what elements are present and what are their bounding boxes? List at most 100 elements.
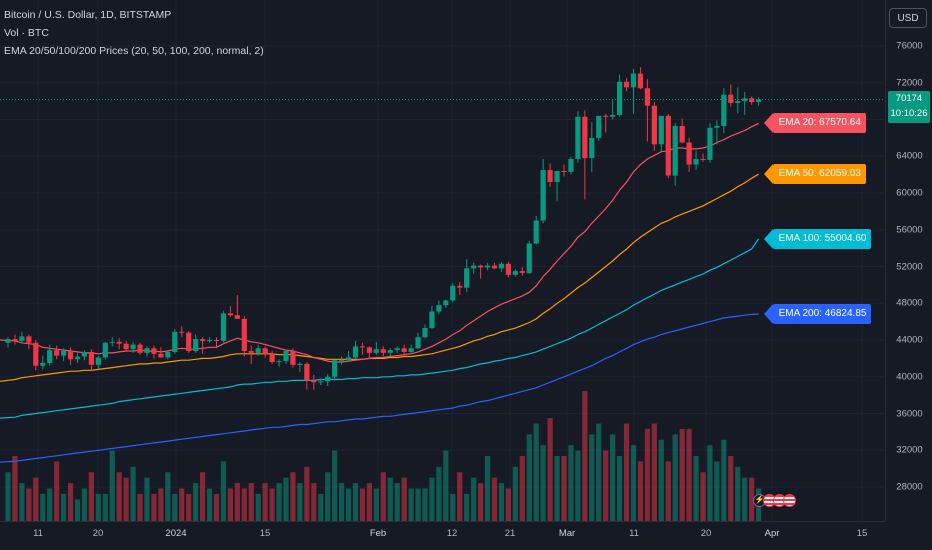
- candle: [19, 331, 25, 344]
- us-flag-icon[interactable]: [783, 494, 796, 507]
- chart-canvas[interactable]: [0, 0, 885, 521]
- time-tick-label: Apr: [764, 528, 780, 539]
- volume-bar: [610, 434, 616, 521]
- time-axis[interactable]: 11 20 2024 15 Feb 12 21 Mar 11 20 Apr 15: [0, 521, 885, 550]
- candle-body: [116, 341, 122, 344]
- volume-bar: [589, 434, 595, 521]
- volume-bar: [248, 483, 254, 521]
- candle-body: [33, 342, 39, 366]
- candle: [686, 137, 692, 172]
- candle-body: [408, 348, 414, 352]
- price-tick-label: 72000: [896, 77, 923, 89]
- candle-body: [276, 361, 282, 363]
- volume-bar: [151, 493, 157, 521]
- candle: [693, 150, 699, 171]
- candle-body: [457, 285, 463, 288]
- bar-countdown: 10:10:26: [890, 107, 928, 119]
- candle-body: [415, 337, 421, 349]
- candle: [380, 346, 386, 357]
- candle-body: [478, 265, 484, 268]
- candle-body: [345, 357, 352, 361]
- candle: [345, 351, 352, 363]
- candle: [255, 344, 261, 356]
- ema-value-label: EMA 20: 67570.64: [763, 113, 866, 134]
- ema-indicator-legend[interactable]: EMA 20/50/100/200 Prices (20, 50, 100, 2…: [4, 45, 264, 57]
- candle: [651, 102, 657, 151]
- event-markers[interactable]: ⚡: [753, 494, 796, 507]
- volume-bar: [450, 493, 456, 521]
- candle-body: [318, 381, 324, 383]
- candle: [547, 163, 553, 187]
- candle: [213, 337, 220, 349]
- candle: [81, 350, 88, 361]
- candle-body: [144, 348, 150, 353]
- candle-body: [81, 351, 88, 357]
- candle: [366, 346, 372, 360]
- candle: [304, 362, 310, 390]
- candle: [436, 300, 442, 315]
- volume-bar: [366, 483, 372, 521]
- candle: [227, 306, 233, 318]
- candle-body: [561, 170, 567, 172]
- candle: [526, 240, 532, 274]
- time-tick-label: 2024: [165, 528, 187, 539]
- candle-body: [547, 170, 553, 182]
- price-tick-label: 44000: [896, 334, 923, 346]
- candle: [61, 348, 67, 362]
- candle-body: [290, 351, 296, 365]
- candle-body: [88, 351, 94, 365]
- price-axis[interactable]: 7600072000680006400060000560005200048000…: [885, 0, 932, 521]
- candle-body: [471, 265, 477, 269]
- volume-bar: [19, 483, 25, 521]
- candle: [707, 123, 713, 163]
- volume-bar: [700, 472, 706, 521]
- candle-body: [102, 342, 108, 358]
- volume-bar: [540, 445, 546, 521]
- candle-body: [637, 73, 644, 89]
- volume-bar: [519, 456, 525, 521]
- candle: [130, 341, 136, 353]
- volume-bars: [5, 391, 762, 521]
- candle-body: [179, 331, 185, 333]
- lightning-icon[interactable]: ⚡: [753, 494, 766, 507]
- volume-bar: [422, 488, 428, 521]
- volume-bar: [714, 461, 720, 521]
- candle: [443, 299, 449, 308]
- candle-body: [269, 353, 275, 363]
- candle: [33, 340, 39, 371]
- candle-body: [248, 351, 254, 353]
- chart-title[interactable]: Bitcoin / U.S. Dollar, 1D, BITSTAMP: [4, 9, 172, 21]
- candle-body: [193, 339, 199, 352]
- candle-body: [380, 349, 386, 353]
- candle-body: [158, 353, 164, 358]
- candle: [109, 337, 115, 347]
- volume-legend[interactable]: Vol · BTC: [4, 27, 49, 39]
- currency-button[interactable]: USD: [889, 8, 927, 28]
- candle-body: [429, 311, 435, 329]
- candle-body: [644, 88, 650, 106]
- volume-bar: [304, 466, 310, 521]
- candle: [359, 342, 366, 355]
- candle: [172, 328, 178, 354]
- volume-bar: [359, 488, 366, 521]
- candle: [206, 337, 213, 343]
- candle-body: [40, 362, 46, 366]
- candle-body: [241, 318, 247, 352]
- candle-body: [311, 380, 317, 383]
- price-chart[interactable]: Bitcoin / U.S. Dollar, 1D, BITSTAMP Vol …: [0, 0, 885, 521]
- candle-body: [325, 376, 331, 382]
- volume-bar: [81, 488, 88, 521]
- ema-20-line: [0, 122, 759, 363]
- volume-bar: [429, 477, 435, 521]
- candle-body: [756, 99, 762, 103]
- price-tick-label: 52000: [896, 261, 923, 272]
- volume-bar: [644, 428, 650, 521]
- volume-bar: [568, 445, 574, 521]
- volume-bar: [617, 456, 623, 521]
- volume-bar: [332, 450, 338, 521]
- candle-body: [255, 348, 261, 353]
- candle: [12, 334, 18, 345]
- candle-body: [672, 125, 678, 176]
- volume-bar: [47, 488, 53, 521]
- candle-body: [213, 340, 220, 341]
